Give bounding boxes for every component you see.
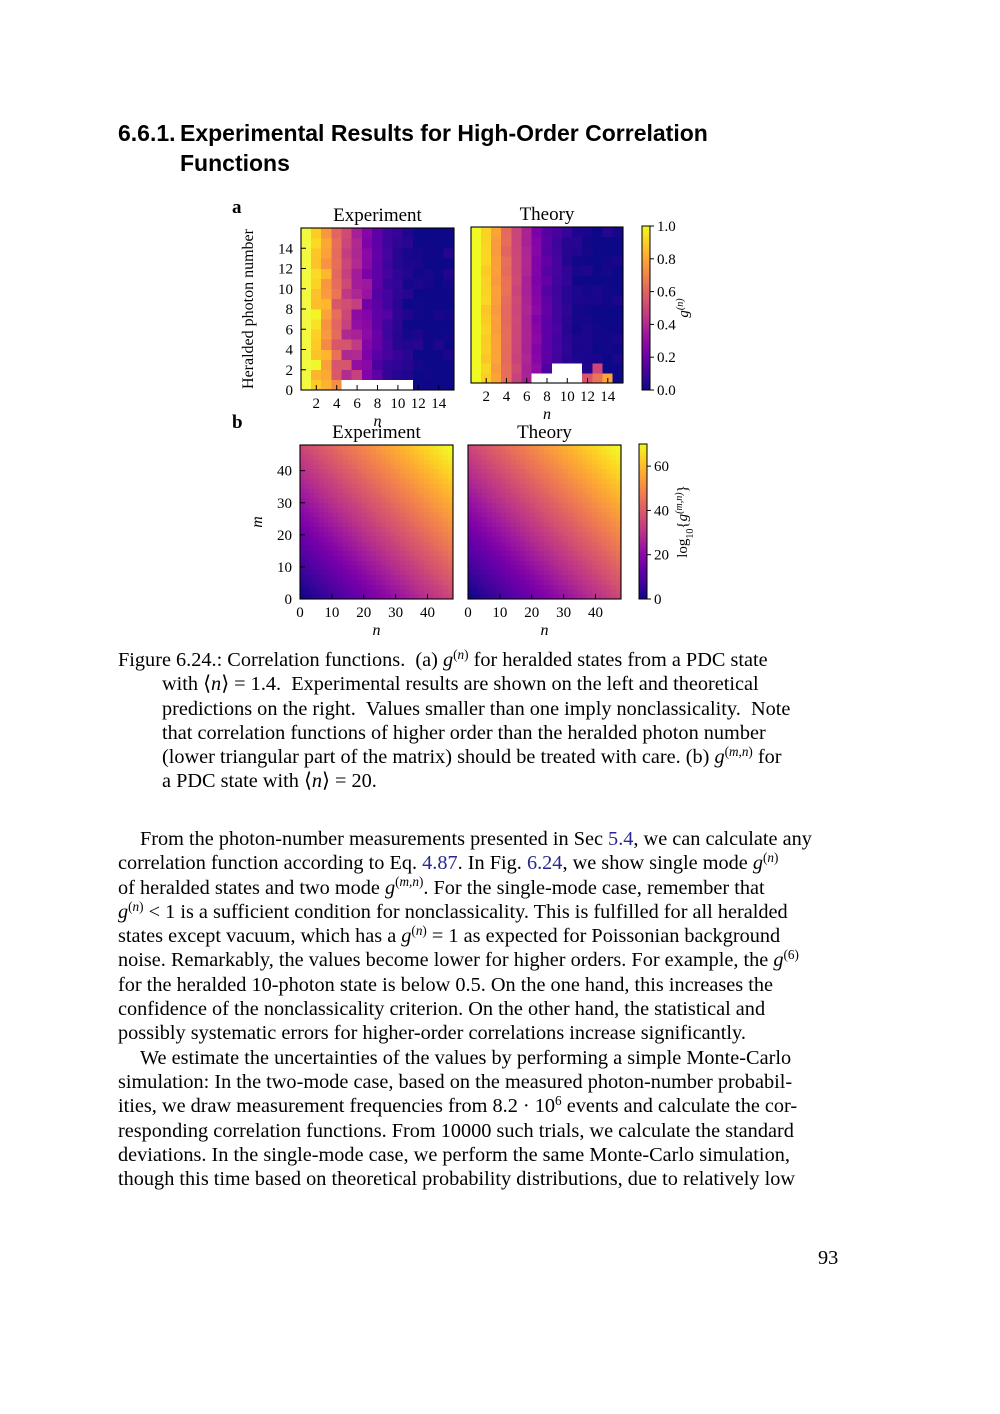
svg-text:14: 14 <box>278 241 294 257</box>
svg-text:8: 8 <box>374 396 382 412</box>
svg-text:0.0: 0.0 <box>657 383 676 399</box>
svg-text:60: 60 <box>654 459 669 475</box>
svg-text:30: 30 <box>388 605 403 621</box>
svg-text:n: n <box>373 622 381 639</box>
svg-text:30: 30 <box>277 496 292 512</box>
svg-text:n: n <box>541 622 549 639</box>
svg-text:g(n): g(n) <box>675 298 693 318</box>
svg-text:12: 12 <box>411 396 426 412</box>
svg-text:20: 20 <box>277 528 292 544</box>
svg-text:0: 0 <box>654 592 662 608</box>
svg-text:6: 6 <box>523 389 531 405</box>
svg-text:8: 8 <box>286 302 294 318</box>
svg-text:10: 10 <box>324 605 339 621</box>
svg-text:Heralded photon number: Heralded photon number <box>240 228 257 389</box>
svg-text:10: 10 <box>492 605 507 621</box>
svg-text:log10{g(m,n)}: log10{g(m,n)} <box>674 485 696 557</box>
svg-text:0: 0 <box>464 605 472 621</box>
svg-text:30: 30 <box>556 605 571 621</box>
svg-text:20: 20 <box>356 605 371 621</box>
svg-text:10: 10 <box>277 560 292 576</box>
svg-text:10: 10 <box>560 389 575 405</box>
svg-text:Theory: Theory <box>520 204 575 225</box>
svg-text:2: 2 <box>286 363 294 379</box>
svg-text:14: 14 <box>431 396 447 412</box>
svg-text:n: n <box>374 413 382 430</box>
svg-text:b: b <box>232 412 243 433</box>
svg-text:0.4: 0.4 <box>657 317 676 333</box>
svg-text:0.8: 0.8 <box>657 252 676 268</box>
svg-text:6: 6 <box>353 396 361 412</box>
svg-text:0: 0 <box>296 605 304 621</box>
svg-text:6: 6 <box>286 322 294 338</box>
svg-text:14: 14 <box>600 389 616 405</box>
svg-text:12: 12 <box>580 389 595 405</box>
svg-text:0: 0 <box>286 383 294 399</box>
svg-text:1.0: 1.0 <box>657 219 676 235</box>
svg-text:n: n <box>543 406 551 423</box>
svg-text:4: 4 <box>503 389 511 405</box>
svg-text:40: 40 <box>420 605 435 621</box>
svg-text:0: 0 <box>285 592 293 608</box>
svg-text:12: 12 <box>278 262 293 278</box>
svg-text:4: 4 <box>286 343 294 359</box>
svg-text:20: 20 <box>654 548 669 564</box>
svg-text:0.2: 0.2 <box>657 350 676 366</box>
svg-text:20: 20 <box>524 605 539 621</box>
svg-text:8: 8 <box>543 389 551 405</box>
svg-text:Theory: Theory <box>517 422 572 443</box>
svg-text:m: m <box>249 516 266 528</box>
svg-text:40: 40 <box>588 605 603 621</box>
svg-text:10: 10 <box>278 282 293 298</box>
svg-text:40: 40 <box>654 503 669 519</box>
svg-text:Experiment: Experiment <box>333 205 422 226</box>
svg-text:10: 10 <box>390 396 405 412</box>
svg-text:4: 4 <box>333 396 341 412</box>
svg-text:0.6: 0.6 <box>657 285 676 301</box>
svg-text:2: 2 <box>313 396 321 412</box>
svg-text:40: 40 <box>277 464 292 480</box>
svg-text:a: a <box>232 197 242 218</box>
svg-text:2: 2 <box>482 389 490 405</box>
